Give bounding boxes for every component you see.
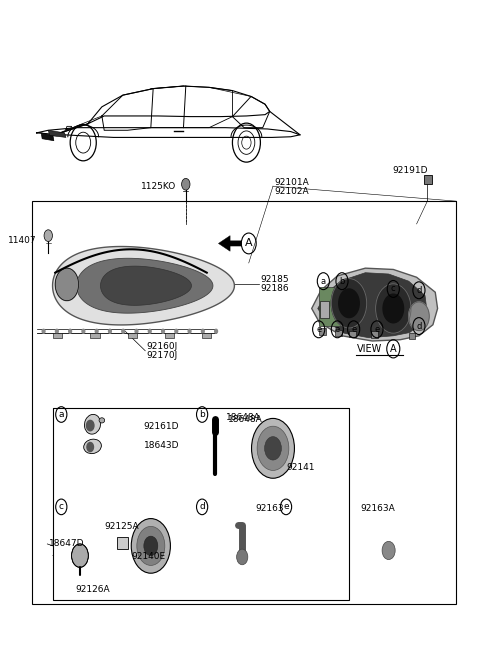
Text: d: d — [199, 502, 205, 512]
Bar — [53, 408, 349, 600]
Circle shape — [252, 419, 294, 478]
Text: e: e — [351, 325, 356, 334]
Text: 92101A: 92101A — [275, 178, 309, 187]
Text: a: a — [59, 410, 64, 419]
Text: 92102A: 92102A — [275, 187, 309, 196]
Text: 92126A: 92126A — [75, 585, 110, 594]
Circle shape — [148, 329, 151, 333]
Circle shape — [202, 329, 204, 333]
Ellipse shape — [84, 415, 101, 434]
Text: 18643D: 18643D — [144, 441, 180, 449]
Circle shape — [331, 279, 367, 328]
Circle shape — [42, 329, 45, 333]
Polygon shape — [48, 131, 66, 137]
Bar — [320, 301, 329, 318]
Circle shape — [162, 329, 165, 333]
Bar — [319, 328, 326, 335]
Text: b: b — [339, 277, 345, 285]
Text: 18648A: 18648A — [228, 415, 263, 424]
Bar — [202, 333, 212, 338]
Circle shape — [55, 268, 79, 300]
Circle shape — [87, 443, 94, 451]
Text: 92163: 92163 — [255, 504, 284, 514]
Circle shape — [408, 302, 429, 331]
Circle shape — [122, 329, 125, 333]
Text: d: d — [416, 321, 421, 331]
Text: 92163A: 92163A — [360, 504, 396, 514]
Bar — [336, 330, 342, 337]
Text: 92185: 92185 — [261, 275, 289, 283]
Circle shape — [257, 426, 289, 470]
Circle shape — [44, 230, 52, 241]
Bar — [319, 287, 359, 326]
Polygon shape — [41, 133, 54, 140]
Text: e: e — [316, 325, 321, 334]
Text: 92186: 92186 — [261, 285, 289, 293]
Text: c: c — [59, 502, 64, 512]
Polygon shape — [318, 273, 427, 338]
Text: VIEW: VIEW — [357, 344, 383, 354]
Text: 92170J: 92170J — [146, 351, 178, 360]
Text: d: d — [416, 286, 421, 295]
Text: e: e — [335, 325, 340, 334]
Bar — [128, 333, 137, 338]
Circle shape — [375, 284, 411, 333]
Text: 92140E: 92140E — [131, 552, 166, 562]
Circle shape — [144, 536, 158, 556]
Circle shape — [108, 329, 111, 333]
Polygon shape — [218, 236, 242, 251]
Bar — [165, 333, 174, 338]
Circle shape — [188, 329, 191, 333]
Circle shape — [69, 329, 72, 333]
Text: 1125KO: 1125KO — [141, 182, 177, 191]
Polygon shape — [312, 268, 438, 341]
Text: 92160J: 92160J — [146, 342, 178, 351]
Bar — [53, 333, 62, 338]
Text: c: c — [391, 285, 396, 293]
Bar — [372, 331, 378, 338]
Circle shape — [339, 289, 359, 318]
Bar — [90, 333, 99, 338]
Bar — [424, 175, 432, 184]
Text: b: b — [199, 410, 205, 419]
Polygon shape — [76, 258, 213, 313]
Text: 92141: 92141 — [286, 463, 314, 472]
Bar — [117, 537, 128, 549]
Circle shape — [237, 549, 248, 565]
Text: 18648A: 18648A — [227, 413, 261, 422]
Text: e: e — [374, 325, 380, 334]
Bar — [349, 331, 356, 337]
Ellipse shape — [99, 418, 105, 423]
Text: a: a — [321, 277, 326, 285]
Circle shape — [137, 526, 165, 565]
Text: 18647D: 18647D — [49, 539, 84, 548]
Circle shape — [56, 329, 58, 333]
Ellipse shape — [84, 439, 101, 453]
Polygon shape — [100, 266, 192, 305]
Circle shape — [383, 294, 404, 323]
Text: 92191D: 92191D — [393, 166, 428, 175]
Circle shape — [72, 544, 88, 567]
Circle shape — [86, 420, 94, 431]
Circle shape — [95, 329, 98, 333]
Circle shape — [175, 329, 178, 333]
Text: 92125A: 92125A — [104, 522, 139, 531]
Circle shape — [215, 329, 217, 333]
Circle shape — [264, 437, 281, 460]
Bar — [32, 201, 456, 604]
Polygon shape — [53, 247, 234, 325]
Text: A: A — [245, 238, 252, 249]
Circle shape — [181, 178, 190, 190]
Text: 11407: 11407 — [8, 236, 36, 245]
Circle shape — [82, 329, 85, 333]
Text: A: A — [390, 344, 396, 354]
Text: e: e — [283, 502, 289, 512]
Circle shape — [382, 541, 395, 560]
Circle shape — [135, 329, 138, 333]
Text: 92161D: 92161D — [144, 422, 180, 432]
Circle shape — [131, 519, 170, 573]
Bar — [408, 333, 415, 339]
